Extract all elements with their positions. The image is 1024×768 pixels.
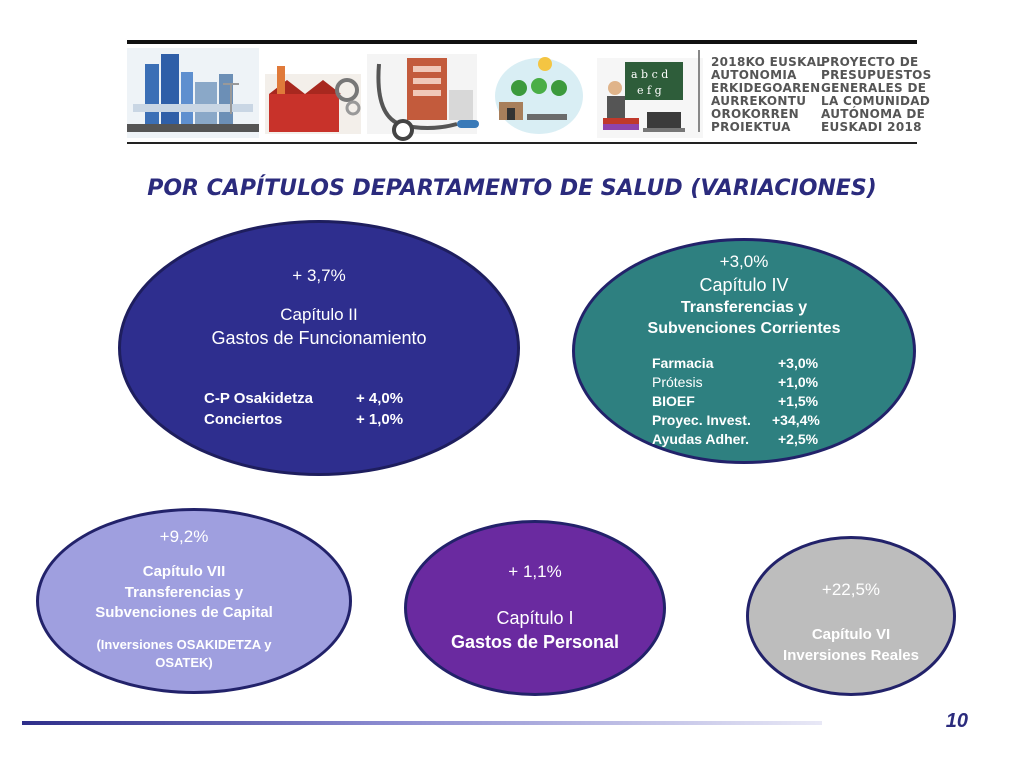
cap2-description: Gastos de Funcionamiento bbox=[211, 328, 427, 348]
cap1-ellipse bbox=[404, 520, 666, 696]
cap4-percentage: +3,0% bbox=[719, 252, 769, 271]
banner-text-basque: 2018KO EUSKAL AUTONOMIA ERKIDEGOAREN AUR… bbox=[711, 55, 825, 134]
footer-rule bbox=[22, 721, 822, 725]
cap6-percentage: +22,5% bbox=[821, 580, 881, 599]
cap4-item-value: +34,4% bbox=[772, 412, 820, 428]
park-icon bbox=[495, 57, 583, 134]
svg-text:a b c d: a b c d bbox=[631, 68, 668, 81]
cap7-note-2: OSATEK) bbox=[155, 655, 213, 670]
cap2-name: Capítulo II bbox=[280, 305, 358, 324]
cap2-item: C-P Osakidetza + 4,0% bbox=[204, 388, 403, 409]
cap4-item: Prótesis +1,0% bbox=[652, 373, 820, 392]
cap1-name: Capítulo I bbox=[496, 608, 574, 628]
cap4-items: Farmacia +3,0% Prótesis +1,0% BIOEF +1,5% P… bbox=[652, 354, 820, 449]
cap6-ellipse bbox=[746, 536, 956, 696]
cap4-name: Capítulo IV bbox=[699, 275, 789, 295]
city-icon bbox=[127, 48, 259, 138]
cap2-ellipse bbox=[118, 220, 520, 476]
cap4-item-label: Farmacia bbox=[652, 355, 714, 371]
cap4-item-value: +1,5% bbox=[778, 393, 819, 409]
cap4-ellipse bbox=[572, 238, 916, 464]
page-title: POR CAPÍTULOS DEPARTAMENTO DE SALUD (VAR… bbox=[147, 176, 877, 201]
cap4-item-label: Ayudas Adher. bbox=[652, 431, 749, 447]
cap2-item: Conciertos + 1,0% bbox=[204, 409, 403, 430]
cap7-description-1: Transferencias y bbox=[124, 584, 244, 601]
banner-illustrations: a b c d e f g bbox=[127, 48, 703, 141]
cap4-item: Proyec. Invest. +34,4% bbox=[652, 411, 820, 430]
industry-icon bbox=[265, 66, 361, 134]
education-icon: a b c d e f g bbox=[597, 58, 703, 138]
banner-bottom-rule bbox=[127, 142, 917, 144]
cap4-item-value: +2,5% bbox=[778, 431, 819, 447]
health-icon bbox=[367, 54, 479, 141]
cap1-percentage: + 1,1% bbox=[508, 562, 562, 581]
cap4-description-1: Transferencias y bbox=[680, 299, 808, 316]
cap4-item: Ayudas Adher. +2,5% bbox=[652, 430, 820, 449]
page-number: 10 bbox=[945, 710, 968, 732]
svg-text:e f g: e f g bbox=[637, 84, 662, 97]
cap2-items: C-P Osakidetza + 4,0% Conciertos + 1,0% bbox=[204, 388, 403, 430]
cap7-note-1: (Inversiones OSAKIDETZA y bbox=[96, 637, 272, 652]
cap2-item-label: Conciertos bbox=[204, 411, 283, 428]
cap7-percentage: +9,2% bbox=[159, 527, 209, 546]
cap4-item: Farmacia +3,0% bbox=[652, 354, 820, 373]
banner-top-rule bbox=[127, 40, 917, 44]
banner-divider bbox=[698, 50, 700, 132]
cap4-item-label: BIOEF bbox=[652, 393, 695, 409]
cap2-item-value: + 1,0% bbox=[356, 411, 404, 428]
cap4-item-label: Prótesis bbox=[652, 374, 703, 390]
cap4-item: BIOEF +1,5% bbox=[652, 392, 820, 411]
banner-text-spanish: PROYECTO DE PRESUPUESTOS GENERALES DE LA… bbox=[821, 55, 932, 134]
cap7-description-2: Subvenciones de Capital bbox=[95, 604, 273, 621]
cap4-description-2: Subvenciones Corrientes bbox=[647, 320, 841, 337]
cap4-item-value: +3,0% bbox=[778, 355, 819, 371]
cap4-item-label: Proyec. Invest. bbox=[652, 412, 751, 428]
cap1-description: Gastos de Personal bbox=[450, 632, 620, 652]
cap2-item-value: + 4,0% bbox=[356, 390, 404, 407]
cap6-description: Inversiones Reales bbox=[783, 647, 919, 664]
cap2-percentage: + 3,7% bbox=[292, 266, 346, 285]
cap2-item-label: C-P Osakidetza bbox=[204, 390, 313, 407]
cap6-name: Capítulo VI bbox=[811, 626, 891, 643]
cap7-ellipse bbox=[36, 508, 352, 694]
cap7-name: Capítulo VII bbox=[142, 563, 226, 580]
cap4-item-value: +1,0% bbox=[778, 374, 819, 390]
